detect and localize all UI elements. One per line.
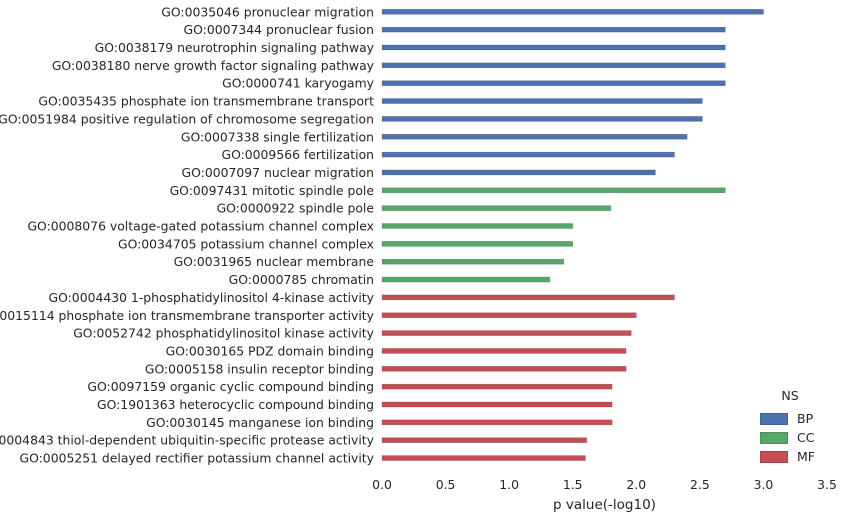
bar bbox=[381, 151, 675, 158]
y-tick-label: GO:0034705 potassium channel complex bbox=[118, 236, 374, 251]
legend-label-mf: MF bbox=[797, 449, 815, 464]
bar bbox=[381, 169, 656, 176]
y-tick-label: GO:0007344 pronuclear fusion bbox=[184, 22, 374, 37]
legend-swatch-mf bbox=[760, 450, 788, 463]
y-tick-label: GO:0008076 voltage-gated potassium chann… bbox=[27, 219, 374, 234]
bar bbox=[381, 205, 612, 211]
bar bbox=[381, 44, 726, 51]
bar bbox=[381, 330, 632, 336]
legend-label-cc: CC bbox=[797, 430, 815, 445]
bar bbox=[381, 348, 627, 354]
legend-item-cc: CC bbox=[760, 428, 818, 447]
x-tick-label: 2.5 bbox=[690, 477, 710, 492]
y-tick-label: GO:0038179 neurotrophin signaling pathwa… bbox=[95, 40, 374, 55]
legend-swatch-cc bbox=[760, 431, 788, 444]
bar bbox=[381, 133, 688, 140]
legend-label-bp: BP bbox=[797, 411, 814, 426]
bar bbox=[381, 116, 703, 122]
bar bbox=[381, 258, 565, 265]
y-tick-label: GO:0035435 phosphate ion transmembrane t… bbox=[38, 94, 374, 109]
bar bbox=[381, 223, 574, 229]
bar bbox=[381, 9, 764, 15]
y-tick-label: GO:0005251 delayed rectifier potassium c… bbox=[20, 451, 375, 466]
y-tick-label: GO:0000785 chromatin bbox=[229, 272, 374, 287]
legend-title: NS bbox=[781, 388, 799, 403]
y-tick-label: GO:0038180 nerve growth factor signaling… bbox=[52, 58, 374, 73]
y-tick-label: GO:0035046 pronuclear migration bbox=[161, 4, 374, 19]
x-tick-label: 3.0 bbox=[754, 477, 774, 492]
x-tick-label: 1.0 bbox=[499, 477, 519, 492]
y-tick-label: GO:0000741 karyogamy bbox=[222, 76, 374, 91]
bar bbox=[381, 187, 726, 194]
bar bbox=[381, 80, 726, 86]
bar bbox=[381, 365, 627, 372]
x-tick-label: 1.5 bbox=[563, 477, 583, 492]
y-tick-label: GO:0000922 spindle pole bbox=[217, 201, 374, 216]
bar bbox=[381, 401, 613, 408]
bar bbox=[381, 294, 675, 301]
x-tick-label: 0.5 bbox=[436, 477, 456, 492]
x-tick-label: 3.5 bbox=[817, 477, 837, 492]
legend-item-mf: MF bbox=[760, 447, 818, 466]
bar bbox=[381, 98, 703, 104]
y-tick-label: GO:0009566 fertilization bbox=[221, 147, 374, 162]
y-tick-label: GO:0052742 phosphatidylinositol kinase a… bbox=[73, 326, 374, 341]
y-tick-label: GO:1901363 heterocyclic compound binding bbox=[97, 397, 374, 412]
y-tick-label: GO:0030165 PDZ domain binding bbox=[166, 343, 374, 358]
bar bbox=[381, 437, 587, 444]
y-tick-label: GO:0007097 nuclear migration bbox=[182, 165, 374, 180]
x-tick-label: 2.0 bbox=[626, 477, 646, 492]
x-tick-label: 0.0 bbox=[372, 477, 392, 492]
bar bbox=[381, 276, 551, 283]
y-tick-label: GO:0097431 mitotic spindle pole bbox=[170, 183, 374, 198]
y-tick-label: GO:0004843 thiol-dependent ubiquitin-spe… bbox=[0, 433, 374, 448]
y-tick-label: GO:0015114 phosphate ion transmembrane t… bbox=[0, 308, 374, 323]
y-tick-label: GO:0031965 nuclear membrane bbox=[174, 254, 374, 269]
y-tick-label: GO:0005158 insulin receptor binding bbox=[145, 361, 374, 376]
bar bbox=[381, 312, 637, 319]
y-tick-label: GO:0097159 organic cyclic compound bindi… bbox=[87, 379, 374, 394]
legend-swatch-bp bbox=[760, 412, 788, 425]
y-tick-label: GO:0051984 positive regulation of chromo… bbox=[0, 111, 374, 126]
bar bbox=[381, 455, 586, 461]
y-tick-label: GO:0007338 single fertilization bbox=[181, 129, 374, 144]
bar bbox=[381, 26, 726, 33]
bar bbox=[381, 383, 613, 390]
x-axis-label: p value(-log10) bbox=[553, 497, 656, 513]
legend: NS BP CC MF bbox=[760, 388, 818, 466]
legend-item-bp: BP bbox=[760, 409, 818, 428]
bar bbox=[381, 419, 613, 426]
y-tick-label: GO:0004430 1-phosphatidylinositol 4-kina… bbox=[49, 290, 375, 305]
y-tick-label: GO:0030145 manganese ion binding bbox=[146, 415, 374, 430]
bar bbox=[381, 62, 726, 69]
bar bbox=[381, 241, 574, 247]
